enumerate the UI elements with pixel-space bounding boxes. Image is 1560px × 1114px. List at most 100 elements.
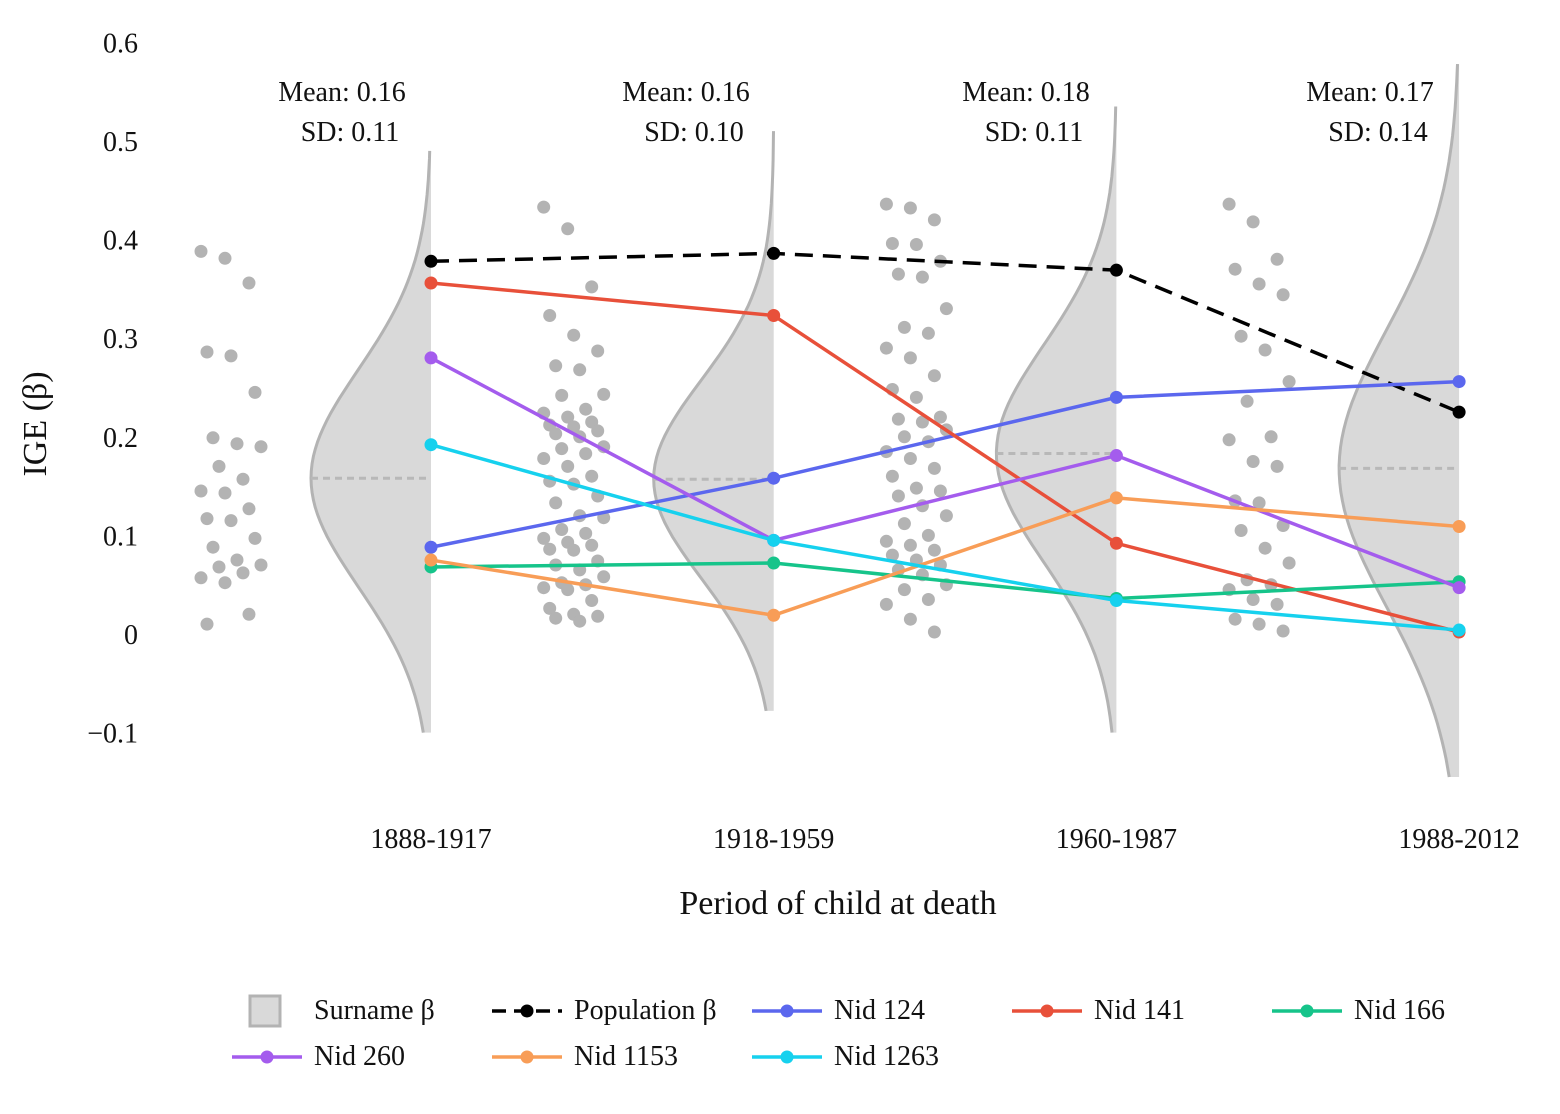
surname-point <box>1252 277 1266 291</box>
surname-point <box>194 571 208 585</box>
sd-annotation: SD: 0.10 <box>644 117 744 148</box>
series-point-nid-1153 <box>424 553 438 567</box>
y-tick-label: 0.2 <box>103 423 138 454</box>
surname-point <box>903 201 917 215</box>
series-line-nid-260 <box>430 356 1460 590</box>
legend-key <box>232 1050 302 1064</box>
surname-point <box>254 558 268 572</box>
surname-point <box>891 412 905 426</box>
surname-density-outline <box>309 150 432 733</box>
surname-point <box>1222 433 1236 447</box>
series-point-nid-124 <box>1109 390 1123 404</box>
surname-point <box>218 576 232 590</box>
series-point-nid-1153 <box>1109 491 1123 505</box>
chart-canvas: −0.1 0 0.1 0.2 0.3 0.4 0.5 0.6 1888-1917 1918-19… <box>17 28 1520 922</box>
surname-point <box>903 538 917 552</box>
surname-density-outline <box>652 131 775 712</box>
legend-item: Nid 141 <box>1010 988 1185 1034</box>
legend-swatch <box>248 994 282 1028</box>
legend-key <box>492 1050 562 1064</box>
series-point-population <box>424 254 438 268</box>
surname-point <box>194 484 208 498</box>
series-point-population <box>1452 405 1466 419</box>
series-point-nid-124 <box>1452 375 1466 389</box>
surname-point <box>561 583 575 597</box>
surname-point <box>1270 459 1284 473</box>
surname-point <box>585 469 599 483</box>
legend-marker <box>780 1050 794 1064</box>
series-point-nid-141 <box>1109 536 1123 550</box>
surname-point <box>585 594 599 607</box>
mean-annotation: Mean: 0.16 <box>278 77 406 108</box>
surname-point <box>555 388 569 402</box>
sd-annotation: SD: 0.14 <box>1328 117 1428 148</box>
series-point-nid-124 <box>424 540 438 554</box>
y-tick-label: 0.3 <box>103 324 138 355</box>
surname-point <box>927 213 941 227</box>
surname-point <box>212 560 226 574</box>
surname-point <box>567 420 581 434</box>
surname-point <box>230 553 244 567</box>
surname-point <box>891 267 905 281</box>
y-axis-title: IGE (β) <box>17 371 54 476</box>
surname-point <box>537 581 551 595</box>
surname-point <box>1234 329 1248 343</box>
surname-point <box>254 440 268 454</box>
surname-point <box>218 486 232 500</box>
legend-item: Nid 260 <box>230 1034 405 1080</box>
legend-label: Nid 166 <box>1354 995 1445 1026</box>
surname-point <box>891 489 905 503</box>
surname-point <box>897 517 911 531</box>
surname-point <box>591 609 605 623</box>
series-line-nid-1263 <box>430 443 1460 632</box>
surname-point <box>537 452 551 465</box>
surname-point <box>885 548 899 562</box>
surname-point <box>915 415 929 429</box>
x-axis-title: Period of child at death <box>679 885 996 922</box>
surname-point <box>549 496 563 510</box>
legend-marker <box>520 1050 534 1064</box>
surname-point <box>206 431 220 445</box>
surname-point <box>1240 394 1254 408</box>
legend-label: Nid 141 <box>1094 995 1185 1026</box>
series-point-population <box>1109 263 1123 277</box>
surname-point <box>1228 262 1242 276</box>
mean-annotation: Mean: 0.16 <box>622 77 750 108</box>
surname-point <box>224 349 238 363</box>
series-point-nid-260 <box>1452 581 1466 595</box>
surname-point <box>206 540 220 554</box>
series-point-nid-166 <box>767 556 781 570</box>
surname-point <box>1264 430 1278 444</box>
surname-point <box>543 542 557 556</box>
surname-point <box>897 583 911 597</box>
surname-point <box>879 597 893 611</box>
surname-point <box>224 514 238 528</box>
surname-density-outline <box>1337 64 1459 778</box>
surname-point <box>915 270 929 284</box>
legend-label: Nid 260 <box>314 1041 405 1072</box>
surname-point <box>909 481 923 495</box>
surname-point <box>537 200 551 214</box>
surname-distributions <box>309 64 1460 778</box>
legend-marker <box>260 1050 274 1064</box>
y-tick-label: 0.6 <box>103 28 138 59</box>
surname-point <box>927 543 941 557</box>
surname-scatter <box>194 197 1296 639</box>
series-line-nid-166 <box>430 561 1460 601</box>
surname-point <box>909 390 923 404</box>
surname-point <box>1252 496 1266 510</box>
surname-point <box>591 344 605 358</box>
legend-key <box>752 1004 822 1018</box>
surname-point <box>879 341 893 355</box>
series-point-nid-141 <box>767 309 781 323</box>
surname-point <box>579 402 593 416</box>
surname-point <box>939 509 953 523</box>
surname-point <box>242 502 256 516</box>
y-tick-label: 0.5 <box>103 127 138 158</box>
series-line-population <box>430 251 1460 414</box>
distribution-annotations: Mean: 0.16 SD: 0.11 Mean: 0.16 SD: 0.10 Mean… <box>278 77 1434 148</box>
series-point-nid-1263 <box>1452 623 1466 637</box>
surname-point <box>549 359 563 373</box>
surname-point <box>921 528 935 542</box>
legend-label: Nid 1263 <box>834 1041 939 1072</box>
